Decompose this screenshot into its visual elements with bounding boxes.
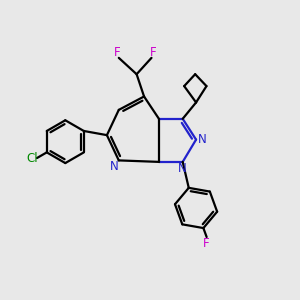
Text: Cl: Cl xyxy=(27,152,38,164)
Text: N: N xyxy=(110,160,119,173)
Text: F: F xyxy=(114,46,121,59)
Text: N: N xyxy=(178,162,187,175)
Text: F: F xyxy=(203,237,210,250)
Text: N: N xyxy=(198,133,207,146)
Text: F: F xyxy=(150,46,156,59)
